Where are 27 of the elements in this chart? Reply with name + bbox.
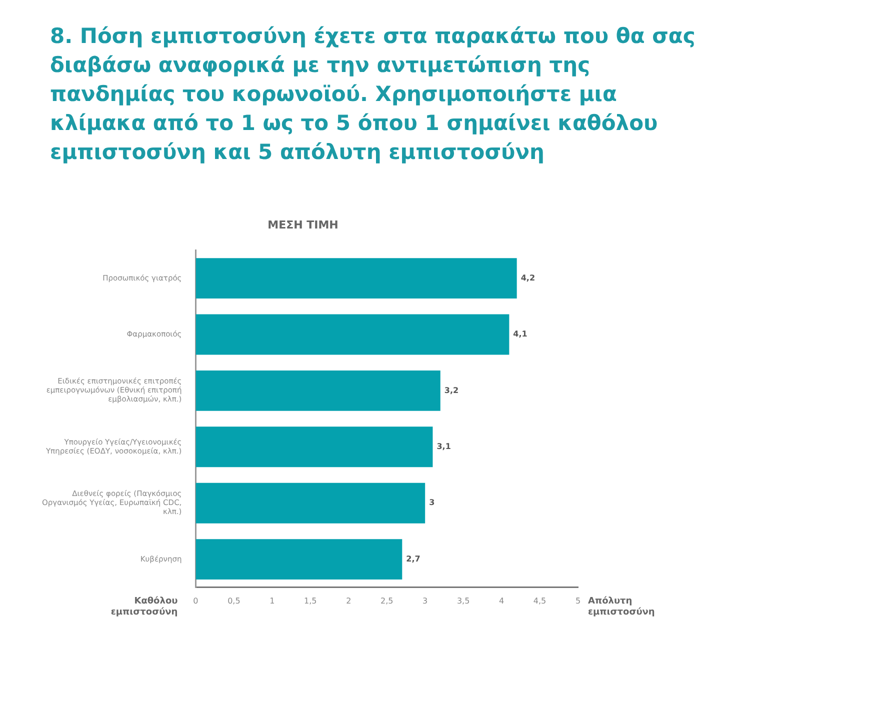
data-label: 4,1: [513, 330, 528, 339]
data-label: 4,2: [520, 273, 536, 282]
data-label: 2,7: [406, 554, 420, 564]
x-tick-label: 3: [422, 596, 428, 606]
bar: [196, 482, 426, 524]
bar: [196, 539, 402, 580]
x-tick-label: 1,5: [304, 596, 317, 606]
x-tick-label: 4: [498, 596, 504, 606]
x-tick-label: 0: [193, 596, 198, 606]
data-label: 3,2: [444, 386, 459, 395]
bar: [196, 370, 440, 411]
x-tick-label: 5: [575, 596, 581, 606]
text: Απόλυτη εμπιστοσύνη: [588, 596, 655, 618]
x-tick-label: 2: [346, 596, 352, 606]
text: Καθόλου εμπιστοσύνη: [110, 596, 178, 618]
x-tick-label: 0,5: [228, 596, 240, 606]
chart-title: 8. Πόση εμπιστοσύνη έχετε στα παρακάτω που θα σας διαβάσω αναφορικά με την αντιμετώπιση της πανδημίας του κορωνοϊού. Χρησιμοποιήστε μια κλίμακα από το 1 ως το 5 όπου 1 σημαίνει καθόλου εμπιστοσύνη και 5 απόλυτη εμπιστοσύνη: [50, 23, 696, 166]
x-tick-label: 1: [270, 596, 275, 606]
chart-subtitle: ΜΕΣΗ ΤΙΜΗ: [268, 218, 338, 232]
x-tick-label: 3,5: [456, 596, 470, 606]
data-label: 3: [429, 498, 435, 508]
data-label: 3,1: [436, 442, 452, 451]
x-tick-label: 2,5: [380, 596, 394, 606]
bar: [196, 426, 433, 468]
bar: [196, 258, 517, 299]
x-tick-label: 4,5: [533, 596, 546, 606]
bar: [196, 314, 510, 355]
